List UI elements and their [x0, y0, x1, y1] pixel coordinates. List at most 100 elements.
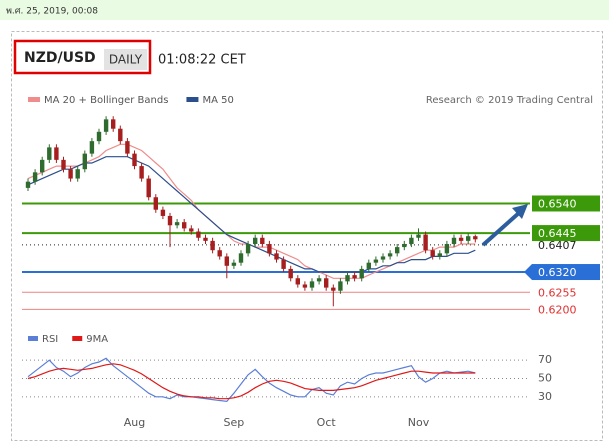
y-tick-label: 50: [538, 372, 552, 385]
legend-label: 9MA: [86, 334, 108, 345]
candle-body: [416, 234, 421, 238]
candle-body: [32, 172, 38, 182]
rsi-line: [27, 363, 476, 400]
legend-swatch: [186, 97, 199, 102]
candle-body: [466, 236, 471, 241]
candle-body: [430, 250, 435, 257]
ma-line: [27, 156, 476, 273]
candle-body: [316, 278, 322, 282]
candle-body: [253, 237, 258, 244]
candle-body: [54, 147, 59, 160]
legend-swatch: [28, 97, 40, 102]
plot: MA 20 + Bollinger Bands MA 50 0.6540 0.6445…: [22, 95, 600, 429]
rsi-line: [27, 357, 476, 403]
candle-body: [68, 169, 73, 179]
legend-swatch: [28, 336, 38, 341]
candle-body: [409, 237, 414, 244]
candle-body: [302, 284, 308, 288]
candle-body: [160, 209, 166, 216]
candle-body: [274, 253, 279, 260]
candle-body: [96, 131, 102, 142]
symbol: NZD/USD: [24, 50, 96, 66]
candle-body: [267, 243, 272, 254]
frame: [11, 31, 603, 441]
symbol-box: [13, 39, 152, 75]
level-box: [532, 195, 600, 212]
candle-body: [260, 237, 265, 244]
candle-body: [103, 119, 109, 132]
candle-body: [373, 259, 379, 263]
candle-body: [189, 228, 194, 232]
candle-body: [217, 250, 222, 257]
level-box: [532, 225, 600, 242]
candle-body: [111, 119, 116, 129]
candle-body: [366, 262, 371, 269]
candle-body: [458, 237, 464, 241]
candle-body: [359, 268, 364, 279]
candle-body: [146, 178, 151, 198]
candle-body: [281, 259, 286, 269]
candle-body: [174, 222, 180, 226]
candle-body: [345, 275, 350, 282]
candle-body: [473, 236, 478, 240]
candle-body: [238, 253, 244, 263]
legend-label: MA 20 + Bollinger Bands: [44, 95, 168, 106]
candle-body: [380, 256, 386, 260]
candle-body: [182, 222, 187, 229]
level-label: 0.6320: [538, 266, 577, 279]
candle-body: [40, 159, 45, 173]
candle-body: [245, 243, 251, 254]
legend-swatch: [72, 336, 83, 341]
y-tick-label: 70: [538, 353, 552, 366]
candle-body: [451, 237, 457, 244]
candle-body: [402, 243, 407, 248]
candle-body: [309, 281, 315, 288]
candle-body: [395, 247, 400, 254]
candle-body: [118, 128, 123, 142]
clock: 01:08:22 CET: [158, 53, 246, 68]
x-tick-label: Oct: [317, 416, 337, 429]
candle-body: [47, 147, 52, 160]
level-label: 0.6200: [538, 303, 577, 316]
candle-body: [61, 159, 66, 170]
level-label: 0.6540: [538, 197, 577, 210]
candle-body: [387, 253, 393, 257]
candle-body: [153, 197, 158, 210]
candle-body: [338, 281, 343, 291]
attribution: Research © 2019 Trading Central: [426, 95, 593, 106]
candle-body: [25, 181, 31, 188]
candle-body: [231, 262, 237, 266]
candle-body: [324, 278, 329, 288]
legend-label: MA 50: [202, 95, 233, 106]
candle-body: [132, 153, 137, 167]
candle-body: [139, 166, 144, 179]
level-label: 0.6407: [538, 239, 577, 252]
candle-body: [437, 253, 442, 257]
candle-body: [352, 275, 357, 279]
level-label: 0.6255: [538, 286, 577, 299]
candle-body: [423, 234, 428, 251]
candle-body: [288, 268, 293, 279]
candle-body: [89, 141, 95, 154]
candle-body: [203, 237, 208, 241]
top-strip: [0, 0, 609, 20]
arrow: [481, 210, 522, 247]
period-box: [104, 49, 147, 70]
level-label: 0.6445: [538, 227, 577, 240]
candle-body: [196, 231, 201, 238]
level-box: [532, 264, 600, 281]
candle-body: [295, 278, 300, 285]
y-tick-label: 30: [538, 390, 552, 403]
arrow-head: [512, 204, 528, 219]
candle-body: [224, 256, 229, 266]
candle-body: [125, 141, 130, 154]
timestamp: พ.ศ. 25, 2019, 00:08: [6, 7, 98, 17]
candle-body: [210, 240, 215, 251]
candle-body: [75, 169, 80, 179]
x-tick-label: Aug: [124, 416, 145, 429]
level-pointer: [524, 264, 532, 281]
period: DAILY: [109, 53, 143, 67]
candle-body: [331, 287, 336, 291]
x-tick-label: Sep: [224, 416, 245, 429]
